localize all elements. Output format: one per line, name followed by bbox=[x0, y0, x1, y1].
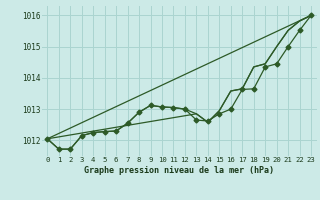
X-axis label: Graphe pression niveau de la mer (hPa): Graphe pression niveau de la mer (hPa) bbox=[84, 166, 274, 175]
